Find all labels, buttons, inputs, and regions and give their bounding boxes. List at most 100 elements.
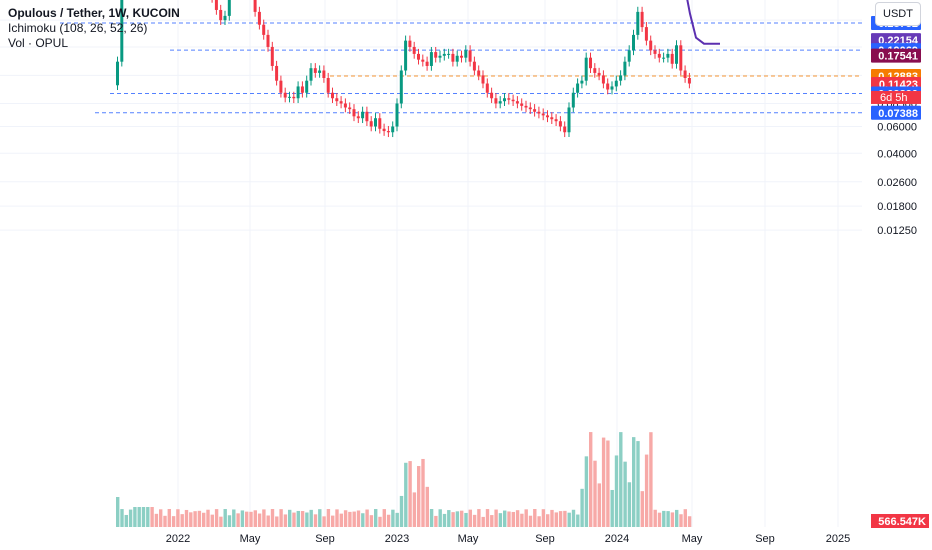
- candle-body: [275, 65, 279, 81]
- volume-bar: [120, 509, 124, 527]
- candle-body: [369, 121, 373, 127]
- volume-bar: [610, 489, 614, 527]
- volume-bar: [141, 507, 146, 527]
- x-tick-label: Sep: [315, 533, 335, 545]
- volume-bar: [675, 509, 679, 527]
- symbol-title[interactable]: Opulous / Tether, 1W, KUCOIN: [8, 6, 180, 20]
- candle-body: [623, 61, 627, 76]
- price-tag-bg: [871, 105, 921, 120]
- volume-bar: [597, 483, 601, 527]
- candle-body: [257, 11, 261, 25]
- ichimoku-path: [686, 0, 720, 45]
- candle-body: [614, 80, 618, 87]
- volume-bar: [184, 509, 189, 527]
- candle-body: [395, 103, 399, 127]
- volume-tag-bg: [871, 514, 929, 528]
- candle-body: [262, 24, 266, 35]
- volume-bar: [331, 515, 335, 527]
- candle-body: [494, 98, 498, 104]
- candle-body: [610, 86, 614, 90]
- volume-bar: [133, 507, 137, 527]
- volume-bar: [644, 454, 649, 527]
- volume-bar: [520, 513, 524, 527]
- candle-body: [451, 53, 455, 62]
- candle-body: [343, 103, 347, 108]
- candle-body: [116, 61, 119, 86]
- candle-body: [318, 70, 322, 73]
- candle-body: [593, 68, 597, 73]
- volume-bar: [150, 507, 154, 527]
- candle-body: [378, 118, 382, 129]
- volume-bar: [193, 511, 197, 527]
- candle-body: [477, 70, 481, 76]
- volume-bar: [485, 509, 490, 527]
- volume-bar: [369, 515, 374, 527]
- candle-body: [417, 53, 420, 60]
- volume-bar: [515, 510, 520, 527]
- volume-bar: [309, 509, 313, 527]
- volume-bar: [550, 509, 554, 527]
- candle-body: [322, 70, 326, 78]
- volume-bar: [176, 509, 180, 527]
- volume-bar: [593, 460, 597, 527]
- y-tick-label: 0.01250: [877, 225, 917, 237]
- volume-bar: [619, 432, 623, 527]
- volume-bar: [606, 440, 610, 527]
- volume-bar: [283, 514, 288, 527]
- volume-bar: [382, 509, 386, 527]
- volume-bar: [632, 437, 636, 527]
- candle-body: [399, 70, 403, 104]
- candle-body: [219, 9, 223, 21]
- volume-bar: [533, 509, 537, 527]
- volume-label[interactable]: Vol · OPUL: [8, 36, 69, 50]
- volume-bar: [257, 513, 262, 527]
- candle-body: [481, 75, 485, 84]
- volume-bar: [399, 495, 404, 527]
- candle-body: [687, 78, 691, 84]
- time-axis[interactable]: 2022 May Sep 2023 May Sep 2024 May Sep 2025: [166, 533, 850, 545]
- candle-body: [485, 83, 489, 93]
- volume-bar: [421, 458, 425, 527]
- volume-bar: [464, 512, 468, 527]
- candle-body: [223, 15, 227, 21]
- chart-grid: [0, 0, 862, 527]
- candle-body: [464, 50, 468, 58]
- currency-button[interactable]: USDT: [875, 2, 921, 26]
- volume-bar: [292, 512, 296, 527]
- chart-legend: Opulous / Tether, 1W, KUCOIN Ichimoku (1…: [8, 6, 180, 51]
- volume-bar: [335, 509, 339, 527]
- candle-body: [266, 34, 270, 47]
- candle-body: [584, 57, 588, 81]
- candle-body: [283, 92, 287, 98]
- candle-body: [558, 121, 562, 127]
- candle-body: [490, 92, 494, 99]
- volume-bar: [249, 511, 253, 527]
- volume-bar: [580, 488, 584, 527]
- candle-body: [460, 55, 463, 58]
- volume-bar: [348, 511, 352, 527]
- volume-bar: [232, 509, 236, 527]
- candle-body: [580, 80, 584, 84]
- x-tick-label: May: [240, 533, 261, 545]
- volume-bar: [305, 512, 309, 527]
- volume-bar: [468, 509, 472, 527]
- volume-bar: [623, 461, 627, 527]
- volume-bar: [429, 509, 434, 527]
- candle-body: [550, 117, 554, 120]
- candle-body: [601, 75, 605, 84]
- volume-bar: [670, 512, 675, 527]
- candle-body: [597, 72, 601, 76]
- x-tick-label: 2025: [826, 533, 850, 545]
- indicator-label[interactable]: Ichimoku (108, 26, 52, 26): [8, 21, 148, 35]
- volume-bar: [417, 466, 421, 527]
- candle-body: [662, 57, 666, 59]
- volume-bar: [374, 509, 378, 527]
- volume-bar: [270, 509, 275, 527]
- candle-body: [421, 59, 425, 62]
- candle-body: [619, 75, 623, 81]
- candle-body: [657, 53, 661, 58]
- countdown-label: 6d 5h: [880, 92, 908, 104]
- volume-bar: [318, 509, 322, 527]
- candle-body: [515, 101, 519, 104]
